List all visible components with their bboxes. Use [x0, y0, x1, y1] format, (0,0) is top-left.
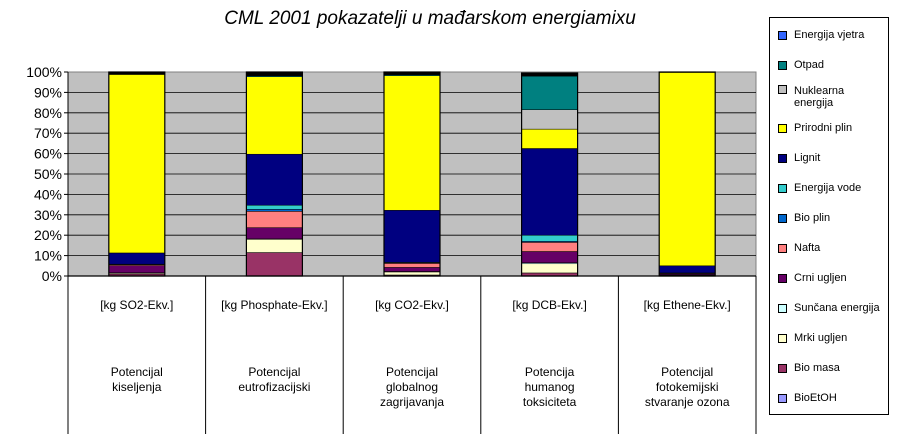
- legend-swatch: [778, 61, 787, 70]
- bar-segment: [521, 109, 578, 130]
- category-unit-label: [kg CO2-Ekv.]: [375, 298, 449, 312]
- legend-label: Nafta: [794, 242, 821, 254]
- legend-swatch: [778, 124, 787, 133]
- legend-swatch: [778, 244, 787, 253]
- legend-swatch: [778, 214, 787, 223]
- legend: Energija vjetra Otpad Nuklearna energija Pr…: [769, 17, 889, 415]
- y-tick-label: 90%: [34, 84, 62, 100]
- category-name-label: Potencija humanog toksiciteta: [522, 365, 577, 409]
- bar-segment: [521, 242, 578, 252]
- legend-label: Otpad: [794, 59, 824, 71]
- y-tick-label: 60%: [34, 146, 62, 162]
- y-tick-label: 50%: [34, 166, 62, 182]
- y-tick-label: 0%: [42, 268, 62, 284]
- legend-swatch: [778, 85, 787, 94]
- legend-label: Bio plin: [794, 212, 831, 224]
- bar-segment: [383, 263, 441, 268]
- legend-label: Sunčana energija: [794, 302, 880, 314]
- legend-swatch: [778, 154, 787, 163]
- bar-segment: [246, 153, 303, 206]
- category-name-label: Potencijal fotokemijski stvaranje ozona: [644, 365, 730, 409]
- bar-segment: [246, 211, 303, 228]
- bar-segment: [383, 210, 441, 263]
- legend-label: Lignit: [794, 152, 821, 164]
- y-tick-label: 70%: [34, 125, 62, 141]
- category-unit-label: [kg Ethene-Ekv.]: [643, 298, 731, 312]
- category-unit-label: [kg Phosphate-Ekv.]: [221, 298, 328, 312]
- legend-label: Energija vjetra: [794, 29, 865, 41]
- bar-segment: [246, 239, 303, 253]
- bar-segment: [108, 74, 166, 254]
- legend-swatch: [778, 304, 787, 313]
- legend-label: Prirodni plin: [794, 122, 853, 134]
- category-name-label: Potencijal globalnog zagrijavanja: [379, 365, 445, 409]
- bar-segment: [658, 265, 716, 274]
- bar-segment: [246, 209, 303, 212]
- bar-segment: [521, 234, 578, 242]
- bar-segment: [108, 265, 166, 273]
- y-tick-label: 30%: [34, 207, 62, 223]
- bar-segment: [383, 271, 441, 276]
- chart-title: CML 2001 pokazatelji u mađarskom energia…: [224, 8, 636, 29]
- bar-segment: [383, 75, 441, 211]
- legend-label: Nuklearna energija: [794, 85, 845, 109]
- category-name-label: Potencijal kiseljenja: [110, 365, 163, 394]
- legend-label: Energija vode: [794, 182, 862, 194]
- bar-segment: [521, 148, 578, 236]
- y-tick-label: 40%: [34, 186, 62, 202]
- y-tick-label: 80%: [34, 105, 62, 121]
- bar-segment: [246, 227, 303, 240]
- bar-segment: [658, 72, 716, 267]
- legend-swatch: [778, 394, 787, 403]
- legend-swatch: [778, 334, 787, 343]
- category-name-label: Potencijal eutrofizacijski: [238, 365, 311, 394]
- legend-swatch: [778, 184, 787, 193]
- bar-segment: [521, 263, 578, 274]
- bar-segment: [246, 76, 303, 155]
- category-unit-label: [kg DCB-Ekv.]: [512, 298, 587, 312]
- bar-segment: [521, 251, 578, 263]
- legend-label: Mrki ugljen: [794, 332, 848, 344]
- legend-label: Crni ugljen: [794, 272, 847, 284]
- bar-segment: [246, 204, 303, 210]
- category-unit-label: [kg SO2-Ekv.]: [100, 298, 174, 312]
- y-tick-label: 100%: [26, 64, 62, 80]
- y-tick-label: 20%: [34, 227, 62, 243]
- bar-segment: [383, 267, 441, 272]
- bar-segment: [108, 252, 166, 265]
- y-tick-label: 10%: [34, 248, 62, 264]
- legend-label: BioEtOH: [794, 392, 837, 404]
- legend-swatch: [778, 364, 787, 373]
- bar-segment: [246, 252, 303, 277]
- bar-segment: [521, 75, 578, 110]
- legend-label: Bio masa: [794, 362, 840, 374]
- legend-swatch: [778, 274, 787, 283]
- legend-swatch: [778, 31, 787, 40]
- bar-segment: [521, 128, 578, 149]
